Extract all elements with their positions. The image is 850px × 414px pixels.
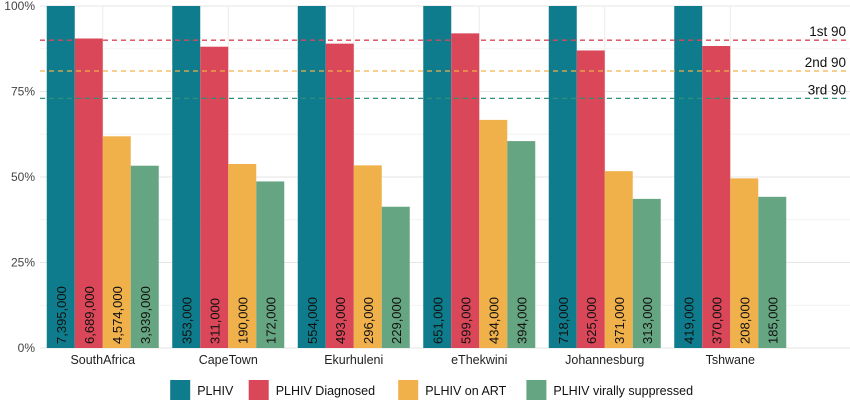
- bar: [228, 164, 257, 348]
- legend-swatch: [398, 380, 419, 400]
- x-tick-label: eThekwini: [451, 353, 507, 367]
- bar: [758, 196, 787, 348]
- bar: [479, 119, 508, 348]
- bar-value-label: 208,000: [737, 297, 752, 344]
- bar: [702, 46, 731, 348]
- bar: [200, 46, 229, 349]
- legend-label: PLHIV Diagnosed: [276, 384, 375, 398]
- bar-value-label: 3,939,000: [138, 286, 153, 344]
- bar-value-label: 370,000: [709, 297, 724, 344]
- bar: [548, 6, 577, 348]
- legend-swatch: [170, 380, 191, 400]
- bar: [381, 206, 410, 348]
- bar-value-label: 311,000: [207, 298, 222, 344]
- bar-value-label: 371,000: [612, 297, 627, 344]
- bar-value-label: 229,000: [389, 297, 404, 344]
- legend-label: PLHIV: [197, 384, 234, 398]
- bar: [604, 171, 633, 348]
- bar-value-label: 554,000: [305, 297, 320, 344]
- target-label: 1st 90: [809, 24, 846, 39]
- bar: [632, 198, 661, 348]
- y-tick-label: 50%: [11, 170, 35, 184]
- bar-value-label: 296,000: [361, 297, 376, 344]
- x-tick-label: CapeTown: [199, 353, 258, 367]
- bar: [130, 165, 159, 348]
- legend-swatch: [526, 380, 547, 400]
- y-tick-label: 100%: [4, 0, 35, 13]
- y-tick-label: 75%: [11, 85, 35, 99]
- y-tick-label: 0%: [18, 341, 36, 355]
- legend-label: PLHIV on ART: [425, 384, 506, 398]
- bar: [423, 6, 452, 348]
- legend-label: PLHIV virally suppressed: [553, 384, 693, 398]
- bar-value-label: 4,574,000: [110, 286, 125, 344]
- bar-value-label: 6,689,000: [82, 286, 97, 344]
- bar-value-label: 493,000: [333, 297, 348, 344]
- bar: [325, 43, 354, 349]
- bar-value-label: 718,000: [556, 297, 571, 344]
- bar-value-label: 419,000: [681, 297, 696, 344]
- bar-value-label: 7,395,000: [54, 286, 69, 344]
- bar: [297, 6, 326, 348]
- bar: [46, 6, 75, 348]
- bar-value-label: 394,000: [514, 297, 529, 344]
- target-label: 3rd 90: [808, 82, 846, 97]
- bar: [451, 33, 480, 349]
- x-tick-label: Tshwane: [706, 353, 755, 367]
- bar: [172, 6, 201, 348]
- x-tick-label: Johannesburg: [565, 353, 644, 367]
- bar: [102, 136, 131, 348]
- bar-value-label: 172,000: [263, 297, 278, 344]
- target-label: 2nd 90: [805, 55, 846, 70]
- y-tick-label: 25%: [11, 256, 35, 270]
- bar: [256, 181, 285, 348]
- bar: [507, 141, 536, 348]
- bar: [730, 178, 759, 348]
- bar-value-label: 353,000: [179, 297, 194, 344]
- bar: [576, 50, 605, 349]
- bar-value-label: 190,000: [235, 297, 250, 344]
- x-tick-label: Ekurhuleni: [324, 353, 383, 367]
- bar: [674, 6, 703, 348]
- bar-value-label: 313,000: [640, 297, 655, 344]
- bar: [353, 165, 382, 348]
- bar-value-label: 625,000: [584, 297, 599, 344]
- bar-value-label: 651,000: [430, 297, 445, 344]
- x-tick-label: SouthAfrica: [70, 353, 135, 367]
- bar: [74, 38, 103, 349]
- bar-value-label: 599,000: [458, 297, 473, 344]
- legend-swatch: [248, 380, 269, 400]
- bar-value-label: 434,000: [486, 297, 501, 344]
- bar-value-label: 185,000: [765, 297, 780, 344]
